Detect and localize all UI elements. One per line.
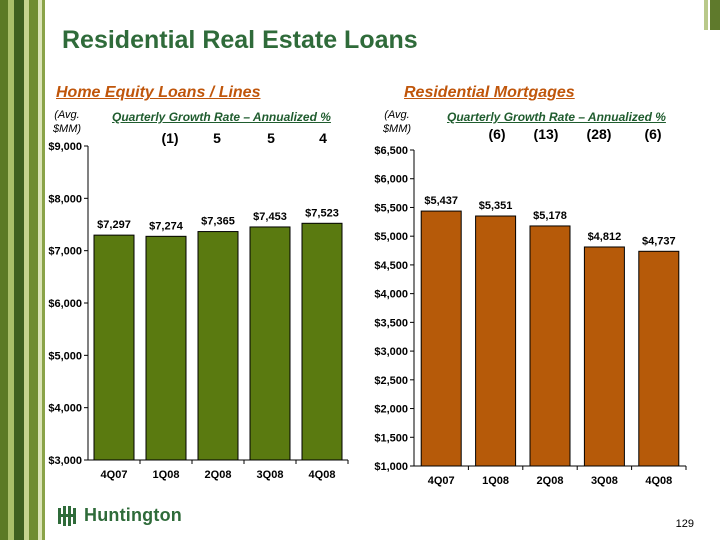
home-equity-bar (197, 231, 239, 461)
corner-decoration (710, 0, 720, 30)
home-equity-x-tick-label: 4Q08 (309, 469, 336, 481)
mortgage-y-tick-label: $1,500 (374, 432, 408, 444)
page-number: 129 (675, 518, 694, 530)
left-growth-value: 5 (213, 130, 221, 146)
right-growth-label: Quarterly Growth Rate – Annualized % (447, 110, 666, 124)
mortgage-x-tick-label: 1Q08 (482, 475, 509, 487)
mortgage-bar-value-label: $5,178 (533, 210, 567, 222)
home-equity-y-tick-label: $5,000 (48, 350, 82, 362)
home-equity-bar (93, 234, 135, 461)
huntington-logo-text: Huntington (84, 505, 182, 525)
page-title: Residential Real Estate Loans (62, 26, 418, 54)
mortgage-y-tick-label: $3,500 (374, 317, 408, 329)
left-growth-value: 5 (267, 130, 275, 146)
mortgage-y-tick-label: $6,500 (374, 145, 408, 157)
home-equity-y-tick-label: $7,000 (48, 246, 82, 258)
mortgage-x-tick-label: 3Q08 (591, 475, 618, 487)
decorative-stripes (0, 0, 46, 540)
mortgage-x-tick-label: 2Q08 (537, 475, 564, 487)
mortgage-x-tick-label: 4Q08 (645, 475, 672, 487)
left-unit-line2: $MM) (52, 123, 82, 135)
home-equity-bar-value-label: $7,365 (201, 216, 235, 228)
huntington-logo: Huntington (58, 505, 182, 526)
home-equity-y-tick-label: $9,000 (48, 141, 82, 153)
home-equity-bar (301, 222, 343, 461)
left-growth-value: (1) (161, 130, 179, 146)
mortgage-bar (583, 246, 625, 467)
mortgage-y-tick-label: $1,000 (374, 461, 408, 473)
mortgage-y-tick-label: $5,000 (374, 231, 408, 243)
right-growth-value: (28) (586, 126, 612, 142)
mortgage-bar-value-label: $4,812 (588, 231, 622, 243)
home-equity-x-tick-label: 3Q08 (257, 469, 284, 481)
left-growth-label: Quarterly Growth Rate – Annualized % (112, 110, 331, 124)
home-equity-bar (249, 226, 291, 461)
corner-decoration-stripe (704, 0, 708, 30)
left-unit-line1: (Avg. (54, 109, 80, 121)
home-equity-y-tick-label: $8,000 (48, 193, 82, 205)
huntington-logo-icon (58, 505, 76, 526)
left-unit-label: (Avg. $MM) (44, 108, 90, 136)
home-equity-bar-value-label: $7,523 (305, 207, 339, 219)
home-equity-bar-value-label: $7,297 (97, 219, 131, 231)
home-equity-bar (145, 235, 187, 461)
home-equity-subtitle: Home Equity Loans / Lines (56, 84, 261, 101)
mortgage-y-tick-label: $2,000 (374, 404, 408, 416)
right-unit-line1: (Avg. (384, 109, 410, 121)
left-growth-value: 4 (319, 130, 327, 146)
mortgage-bar-value-label: $5,351 (479, 200, 513, 212)
mortgage-y-tick-label: $3,000 (374, 346, 408, 358)
home-equity-y-tick-label: $3,000 (48, 455, 82, 467)
home-equity-y-tick-label: $4,000 (48, 403, 82, 415)
home-equity-bar-value-label: $7,274 (149, 220, 184, 232)
mortgage-bar (638, 250, 680, 467)
home-equity-y-tick-label: $6,000 (48, 298, 82, 310)
home-equity-x-tick-label: 1Q08 (153, 469, 180, 481)
home-equity-x-tick-label: 4Q07 (101, 469, 128, 481)
right-growth-value: (13) (533, 126, 559, 142)
mortgage-x-tick-label: 4Q07 (428, 475, 455, 487)
mortgage-y-tick-label: $4,500 (374, 260, 408, 272)
mortgage-y-tick-label: $5,500 (374, 202, 408, 214)
mortgage-bar (475, 215, 517, 467)
mortgage-bar-value-label: $5,437 (424, 195, 458, 207)
home-equity-bar-value-label: $7,453 (253, 211, 287, 223)
mortgage-bar (529, 225, 571, 467)
mortgage-y-tick-label: $6,000 (374, 174, 408, 186)
home-equity-x-tick-label: 2Q08 (205, 469, 232, 481)
right-growth-value: (6) (488, 126, 506, 142)
mortgage-y-tick-label: $4,000 (374, 289, 408, 301)
right-unit-line2: $MM) (382, 123, 412, 135)
mortgage-bar (420, 210, 462, 467)
residential-mortgages-subtitle: Residential Mortgages (404, 84, 575, 101)
right-growth-value: (6) (644, 126, 662, 142)
right-unit-label: (Avg. $MM) (374, 108, 420, 136)
mortgage-y-tick-label: $2,500 (374, 375, 408, 387)
mortgage-bar-value-label: $4,737 (642, 235, 676, 247)
